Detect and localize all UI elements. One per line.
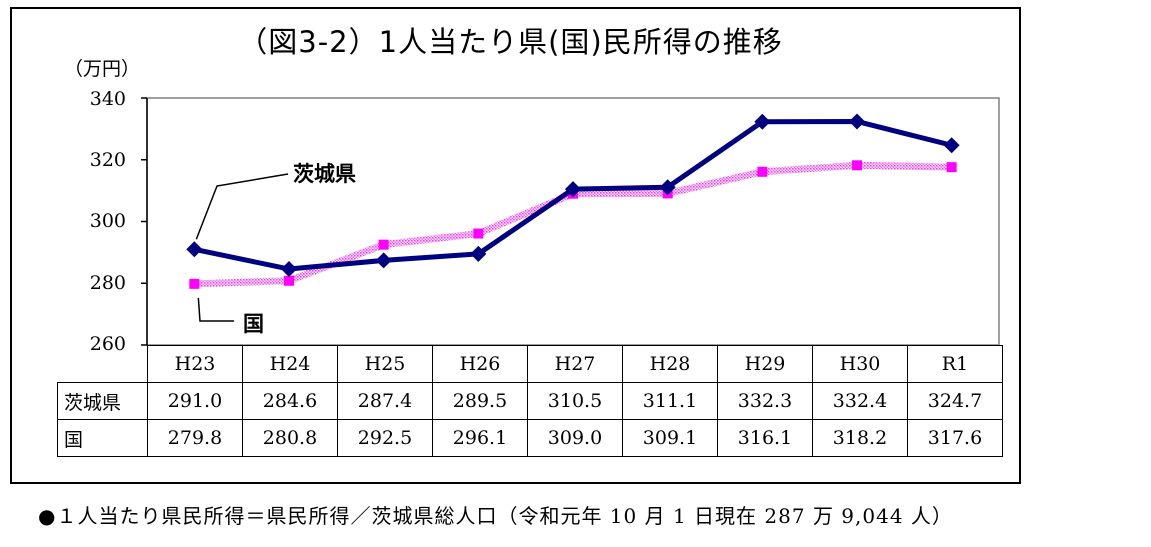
- data-point-national: [378, 239, 389, 250]
- table-header-cell: H24: [242, 345, 338, 383]
- table-header-cell: H25: [337, 345, 433, 383]
- y-tick-label: 320: [89, 149, 126, 171]
- table-header-cell: H30: [812, 345, 908, 383]
- table-header-cell: H28: [622, 345, 718, 383]
- plot-area: [146, 97, 1000, 346]
- chart-title: （図3-2）1人当たり県(国)民所得の推移: [238, 25, 783, 59]
- table-cell: 317.6: [907, 419, 1003, 457]
- table-cell: 279.8: [147, 419, 243, 457]
- table-cell: 324.7: [907, 382, 1003, 420]
- annotation-national: 国: [243, 312, 264, 336]
- table-cell: 309.1: [622, 419, 718, 457]
- table-row: 国 279.8 280.8 292.5 296.1 309.0 309.1 31…: [57, 419, 1003, 457]
- data-point-national: [189, 278, 200, 289]
- table-cell: 332.3: [717, 382, 813, 420]
- y-tick-label: 300: [89, 210, 126, 232]
- table-cell: 280.8: [242, 419, 338, 457]
- footnote: ●１人当たり県民所得＝県民所得／茨城県総人口（令和元年 10 月 1 日現在 2…: [38, 504, 953, 528]
- data-point-ibaraki: [186, 241, 203, 258]
- table-cell: 291.0: [147, 382, 243, 420]
- table-cell: 332.4: [812, 382, 908, 420]
- y-axis-unit: （万円）: [64, 58, 141, 80]
- data-point-ibaraki: [659, 179, 676, 196]
- data-point-ibaraki: [849, 113, 865, 130]
- y-tick-label: 280: [89, 272, 126, 294]
- data-point-national: [852, 160, 862, 171]
- data-point-ibaraki: [375, 252, 392, 269]
- table-cell: 292.5: [337, 419, 433, 457]
- data-point-national: [284, 275, 294, 286]
- table-header-cell: H27: [527, 345, 623, 383]
- table-row-label: 茨城県: [57, 382, 148, 420]
- data-point-national: [473, 228, 484, 239]
- table-cell: 284.6: [242, 382, 338, 420]
- table-cell: 318.2: [812, 419, 908, 457]
- table-cell: 296.1: [432, 419, 528, 457]
- table-row-label: 国: [57, 419, 148, 457]
- table-cell: 287.4: [337, 382, 433, 420]
- data-table: H23 H24 H25 H26 H27 H28 H29 H30 R1 茨城県 2…: [57, 345, 1003, 457]
- table-cell: 316.1: [717, 419, 813, 457]
- table-corner: [57, 345, 148, 383]
- table-cell: 310.5: [527, 382, 623, 420]
- data-point-ibaraki: [281, 261, 297, 278]
- data-point-ibaraki: [565, 181, 581, 198]
- chart-frame: [10, 7, 1021, 484]
- table-header-cell: H26: [432, 345, 528, 383]
- table-header-cell: H29: [717, 345, 813, 383]
- data-point-ibaraki: [943, 137, 960, 154]
- table-row: 茨城県 291.0 284.6 287.4 289.5 310.5 311.1 …: [57, 382, 1003, 420]
- table-cell: 311.1: [622, 382, 718, 420]
- data-point-ibaraki: [470, 245, 487, 262]
- data-point-ibaraki: [754, 113, 771, 130]
- table-header-cell: R1: [907, 345, 1003, 383]
- table-header-row: H23 H24 H25 H26 H27 H28 H29 H30 R1: [57, 345, 1003, 383]
- table-cell: 309.0: [527, 419, 623, 457]
- data-point-national: [946, 162, 957, 173]
- table-header-cell: H23: [147, 345, 243, 383]
- annotation-leader-national: [197, 297, 234, 322]
- table-cell: 289.5: [432, 382, 528, 420]
- y-tick-label: 340: [89, 88, 126, 110]
- data-point-national: [757, 166, 768, 177]
- annotation-ibaraki: 茨城県: [293, 162, 356, 186]
- annotation-leader-ibaraki: [195, 173, 289, 240]
